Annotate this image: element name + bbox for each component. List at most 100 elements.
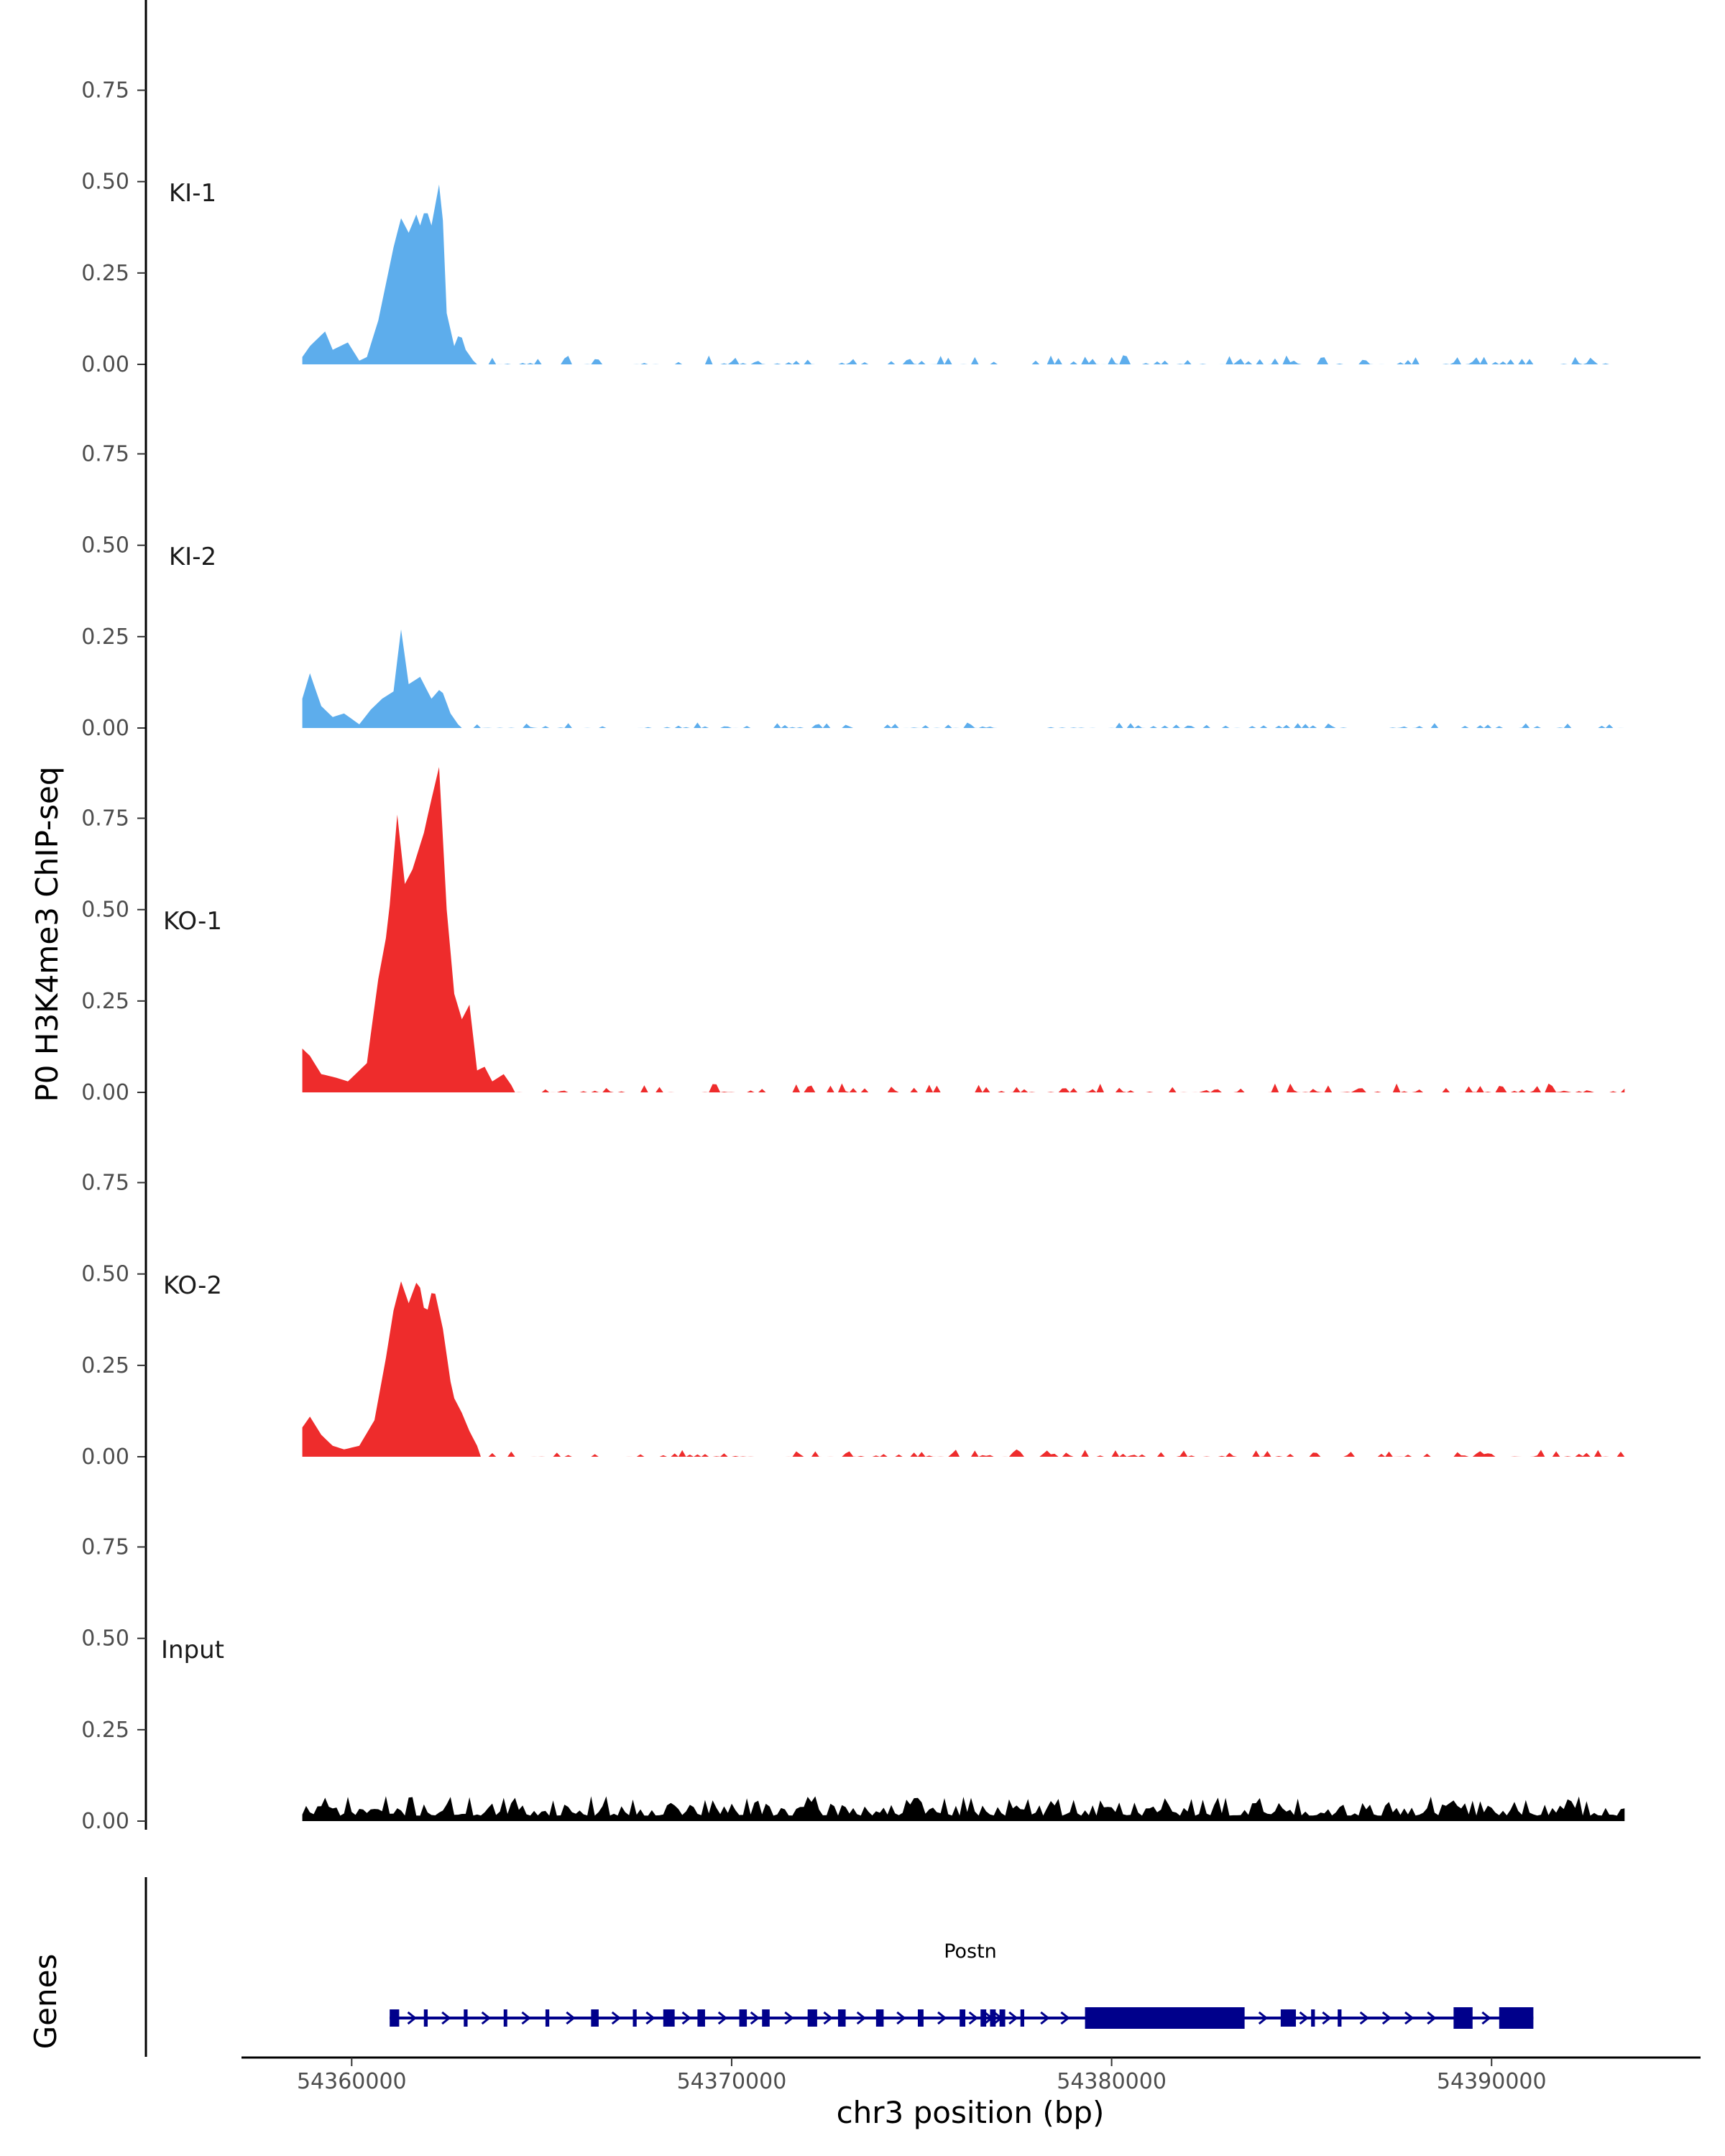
exon xyxy=(1020,2009,1025,2027)
track-label: KI-2 xyxy=(169,543,216,571)
exon xyxy=(423,2009,428,2027)
y-tick-label: 0.25 xyxy=(81,261,129,286)
gene-track: Postn xyxy=(144,1877,1534,2057)
exon xyxy=(545,2009,550,2027)
track-ki-1: 0.00 0.25 0.50 0.75 KI-1 xyxy=(81,0,1625,377)
strand-arrow xyxy=(521,2011,531,2025)
strand-arrow xyxy=(681,2011,691,2025)
track-label: KO-2 xyxy=(163,1271,222,1300)
track-label: Input xyxy=(161,1636,224,1664)
signal-area-ko-2 xyxy=(302,1281,1625,1457)
strand-arrow xyxy=(407,2011,417,2025)
y-tick-label: 0.50 xyxy=(81,1626,129,1651)
exon xyxy=(762,2009,770,2027)
gene-name-label: Postn xyxy=(944,1940,997,1963)
y-tick-label: 0.25 xyxy=(81,1718,129,1743)
signal-area-ki-2 xyxy=(302,629,1625,728)
exon xyxy=(591,2009,599,2027)
signal-tracks: 0.00 0.25 0.50 0.75 KI-1 0.00 0.25 0.50 0.75 KI-2… xyxy=(81,0,1625,1834)
y-tick-label: 0.50 xyxy=(81,1262,129,1287)
x-axis-title: chr3 position (bp) xyxy=(837,2095,1105,2130)
strand-arrow xyxy=(1381,2011,1392,2025)
x-tick-label: 54380000 xyxy=(1057,2069,1167,2094)
exon xyxy=(980,2009,987,2027)
x-tick-label: 54390000 xyxy=(1437,2069,1547,2094)
exon xyxy=(1085,2007,1245,2029)
y-tick-label: 0.25 xyxy=(81,1353,129,1378)
strand-arrow xyxy=(1258,2011,1269,2025)
y-tick-label: 0.75 xyxy=(81,442,129,467)
y-tick-label: 0.25 xyxy=(81,989,129,1014)
exon xyxy=(1280,2009,1296,2027)
y-tick-label: 0.75 xyxy=(81,78,129,103)
strand-arrow xyxy=(1008,2011,1018,2025)
signal-area-input xyxy=(302,1796,1625,1821)
y-tick-label: 0.25 xyxy=(81,625,129,650)
strand-arrow xyxy=(1404,2011,1414,2025)
x-axis: 54360000 54370000 54380000 54390000 xyxy=(242,2056,1701,2094)
strand-arrow xyxy=(856,2011,867,2025)
exon xyxy=(663,2009,675,2027)
y-tick-label: 0.50 xyxy=(81,533,129,558)
strand-arrow xyxy=(1040,2011,1050,2025)
signal-area-ki-1 xyxy=(302,184,1625,364)
y-tick-label: 0.75 xyxy=(81,806,129,831)
strand-arrow xyxy=(566,2011,576,2025)
exon xyxy=(990,2009,996,2027)
strand-arrow xyxy=(750,2011,760,2025)
exon xyxy=(917,2009,924,2027)
x-tick-label: 54370000 xyxy=(677,2069,787,2094)
y-tick-label: 0.00 xyxy=(81,716,129,741)
strand-arrow xyxy=(1359,2011,1370,2025)
exon xyxy=(739,2009,748,2027)
exon xyxy=(1499,2007,1534,2029)
strand-arrow xyxy=(1299,2011,1309,2025)
strand-arrow xyxy=(1481,2011,1491,2025)
track-label: KI-1 xyxy=(169,179,216,208)
strand-arrow xyxy=(717,2011,728,2025)
y-tick-label: 0.00 xyxy=(81,352,129,377)
y-axis-title: P0 H3K4me3 ChIP-seq xyxy=(29,766,65,1102)
exon xyxy=(390,2009,400,2027)
strand-arrow xyxy=(1322,2011,1332,2025)
exon xyxy=(1338,2009,1342,2027)
exon xyxy=(503,2009,507,2027)
exon xyxy=(1453,2007,1473,2029)
exon xyxy=(837,2009,846,2027)
y-tick-label: 0.00 xyxy=(81,1809,129,1834)
strand-arrow xyxy=(1427,2011,1437,2025)
track-ko-1: 0.00 0.25 0.50 0.75 KO-1 xyxy=(81,724,1625,1105)
signal-area-ko-1 xyxy=(302,767,1625,1092)
x-tick-label: 54360000 xyxy=(297,2069,407,2094)
y-tick-label: 0.75 xyxy=(81,1535,129,1560)
strand-arrow xyxy=(823,2011,833,2025)
track-ko-2: 0.00 0.25 0.50 0.75 KO-2 xyxy=(81,1088,1625,1470)
y-tick-label: 0.50 xyxy=(81,170,129,195)
y-tick-label: 0.00 xyxy=(81,1080,129,1105)
strand-arrow xyxy=(1060,2011,1070,2025)
y-tick-label: 0.75 xyxy=(81,1171,129,1196)
exon xyxy=(960,2009,966,2027)
track-label: KO-1 xyxy=(163,907,222,936)
exon xyxy=(464,2009,468,2027)
y-tick-label: 0.00 xyxy=(81,1445,129,1470)
strand-arrow xyxy=(784,2011,794,2025)
strand-arrow xyxy=(611,2011,622,2025)
strand-arrow xyxy=(968,2011,979,2025)
exon xyxy=(632,2009,637,2027)
exon xyxy=(697,2009,705,2027)
strand-arrow xyxy=(441,2011,451,2025)
strand-arrow xyxy=(937,2011,947,2025)
track-ki-2: 0.00 0.25 0.50 0.75 KI-2 xyxy=(81,359,1625,741)
exon xyxy=(807,2009,817,2027)
strand-arrow xyxy=(896,2011,906,2025)
exon xyxy=(875,2009,884,2027)
genes-axis-title: Genes xyxy=(28,1954,63,2050)
strand-arrow xyxy=(645,2011,656,2025)
y-tick-label: 0.50 xyxy=(81,898,129,923)
exon xyxy=(1311,2009,1315,2027)
exon xyxy=(999,2009,1006,2027)
strand-arrow xyxy=(481,2011,492,2025)
track-input: 0.00 0.25 0.50 0.75 Input xyxy=(81,1452,1625,1834)
